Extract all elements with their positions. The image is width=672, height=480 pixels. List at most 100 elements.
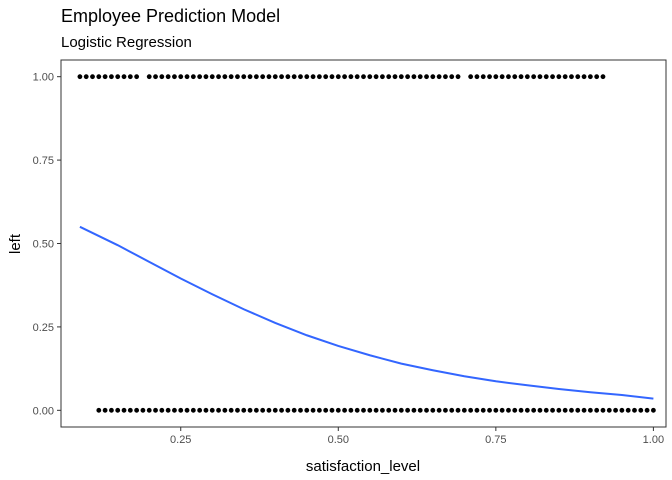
data-point-left-0 [323, 407, 329, 413]
data-point-left-0 [140, 407, 146, 413]
data-point-left-1 [323, 74, 329, 80]
data-point-left-0 [373, 407, 379, 413]
data-point-left-0 [241, 407, 247, 413]
y-axis-title: left [7, 233, 24, 254]
data-point-left-1 [550, 74, 555, 80]
data-point-left-0 [600, 407, 606, 413]
data-point-left-1 [260, 74, 266, 80]
data-point-left-0 [518, 407, 524, 413]
data-point-left-1 [310, 74, 316, 80]
chart-title: Employee Prediction Model [61, 6, 281, 26]
data-point-left-1 [153, 74, 158, 80]
data-point-left-1 [537, 74, 543, 80]
data-point-left-1 [342, 74, 347, 80]
data-point-left-0 [172, 407, 177, 413]
data-point-left-1 [562, 74, 568, 80]
data-point-left-1 [90, 74, 95, 80]
data-point-left-1 [455, 74, 461, 80]
data-point-left-0 [354, 407, 360, 413]
data-point-left-0 [443, 407, 448, 413]
x-tick-label: 0.25 [170, 434, 191, 446]
data-point-left-1 [392, 74, 398, 80]
data-point-left-1 [228, 74, 234, 80]
data-point-left-0 [304, 407, 310, 413]
data-point-left-1 [127, 74, 133, 80]
data-point-left-1 [96, 74, 102, 80]
data-point-left-0 [392, 407, 398, 413]
data-point-left-0 [562, 407, 568, 413]
data-point-left-1 [121, 74, 127, 80]
data-point-left-0 [398, 407, 404, 413]
data-point-left-0 [216, 407, 221, 413]
y-tick-label: 0.00 [33, 405, 54, 417]
data-point-left-0 [581, 407, 587, 413]
plot-panel-border [60, 59, 667, 428]
data-point-left-0 [134, 407, 140, 413]
data-point-left-1 [83, 74, 89, 80]
data-point-left-0 [279, 407, 284, 413]
data-point-left-1 [361, 74, 366, 80]
data-point-left-1 [386, 74, 392, 80]
data-point-left-1 [316, 74, 322, 80]
data-point-left-1 [575, 74, 581, 80]
data-point-left-0 [209, 407, 215, 413]
data-point-left-0 [436, 407, 442, 413]
data-point-left-0 [146, 407, 152, 413]
data-point-left-0 [632, 407, 637, 413]
data-point-left-1 [115, 74, 121, 80]
data-point-left-1 [235, 74, 240, 80]
data-point-left-0 [651, 407, 656, 413]
data-point-left-0 [109, 407, 114, 413]
points-layer [77, 74, 656, 413]
data-point-left-1 [518, 74, 524, 80]
data-point-left-1 [222, 74, 228, 80]
data-point-left-1 [367, 74, 373, 80]
data-point-left-0 [260, 407, 266, 413]
data-point-left-0 [121, 407, 127, 413]
data-point-left-0 [480, 407, 486, 413]
data-point-left-0 [644, 407, 650, 413]
data-point-left-0 [405, 407, 411, 413]
data-point-left-0 [474, 407, 480, 413]
chart-subtitle: Logistic Regression [61, 34, 192, 51]
data-point-left-0 [531, 407, 537, 413]
data-point-left-0 [556, 407, 562, 413]
data-point-left-1 [190, 74, 196, 80]
data-point-left-1 [493, 74, 499, 80]
data-point-left-1 [216, 74, 221, 80]
data-point-left-1 [594, 74, 600, 80]
data-point-left-1 [172, 74, 177, 80]
data-point-left-1 [430, 74, 436, 80]
data-point-left-1 [146, 74, 152, 80]
data-point-left-0 [310, 407, 316, 413]
data-point-left-1 [487, 74, 492, 80]
data-point-left-0 [411, 407, 417, 413]
data-point-left-0 [127, 407, 133, 413]
data-point-left-1 [209, 74, 215, 80]
data-point-left-1 [329, 74, 335, 80]
data-point-left-1 [556, 74, 562, 80]
data-point-left-0 [342, 407, 347, 413]
data-point-left-1 [380, 74, 385, 80]
data-point-left-1 [77, 74, 83, 80]
data-point-left-0 [487, 407, 492, 413]
data-point-left-1 [411, 74, 417, 80]
data-point-left-0 [543, 407, 549, 413]
data-point-left-0 [506, 407, 511, 413]
data-point-left-1 [159, 74, 165, 80]
data-point-left-1 [449, 74, 455, 80]
data-point-left-0 [430, 407, 436, 413]
data-point-left-0 [449, 407, 455, 413]
data-point-left-0 [266, 407, 272, 413]
data-point-left-1 [335, 74, 341, 80]
data-point-left-0 [247, 407, 253, 413]
data-point-left-1 [480, 74, 486, 80]
data-point-left-0 [102, 407, 108, 413]
data-point-left-1 [436, 74, 442, 80]
data-point-left-0 [575, 407, 581, 413]
data-point-left-0 [316, 407, 322, 413]
data-point-left-0 [197, 407, 203, 413]
data-point-left-0 [253, 407, 259, 413]
y-tick-label: 0.75 [33, 155, 54, 167]
data-point-left-1 [373, 74, 379, 80]
